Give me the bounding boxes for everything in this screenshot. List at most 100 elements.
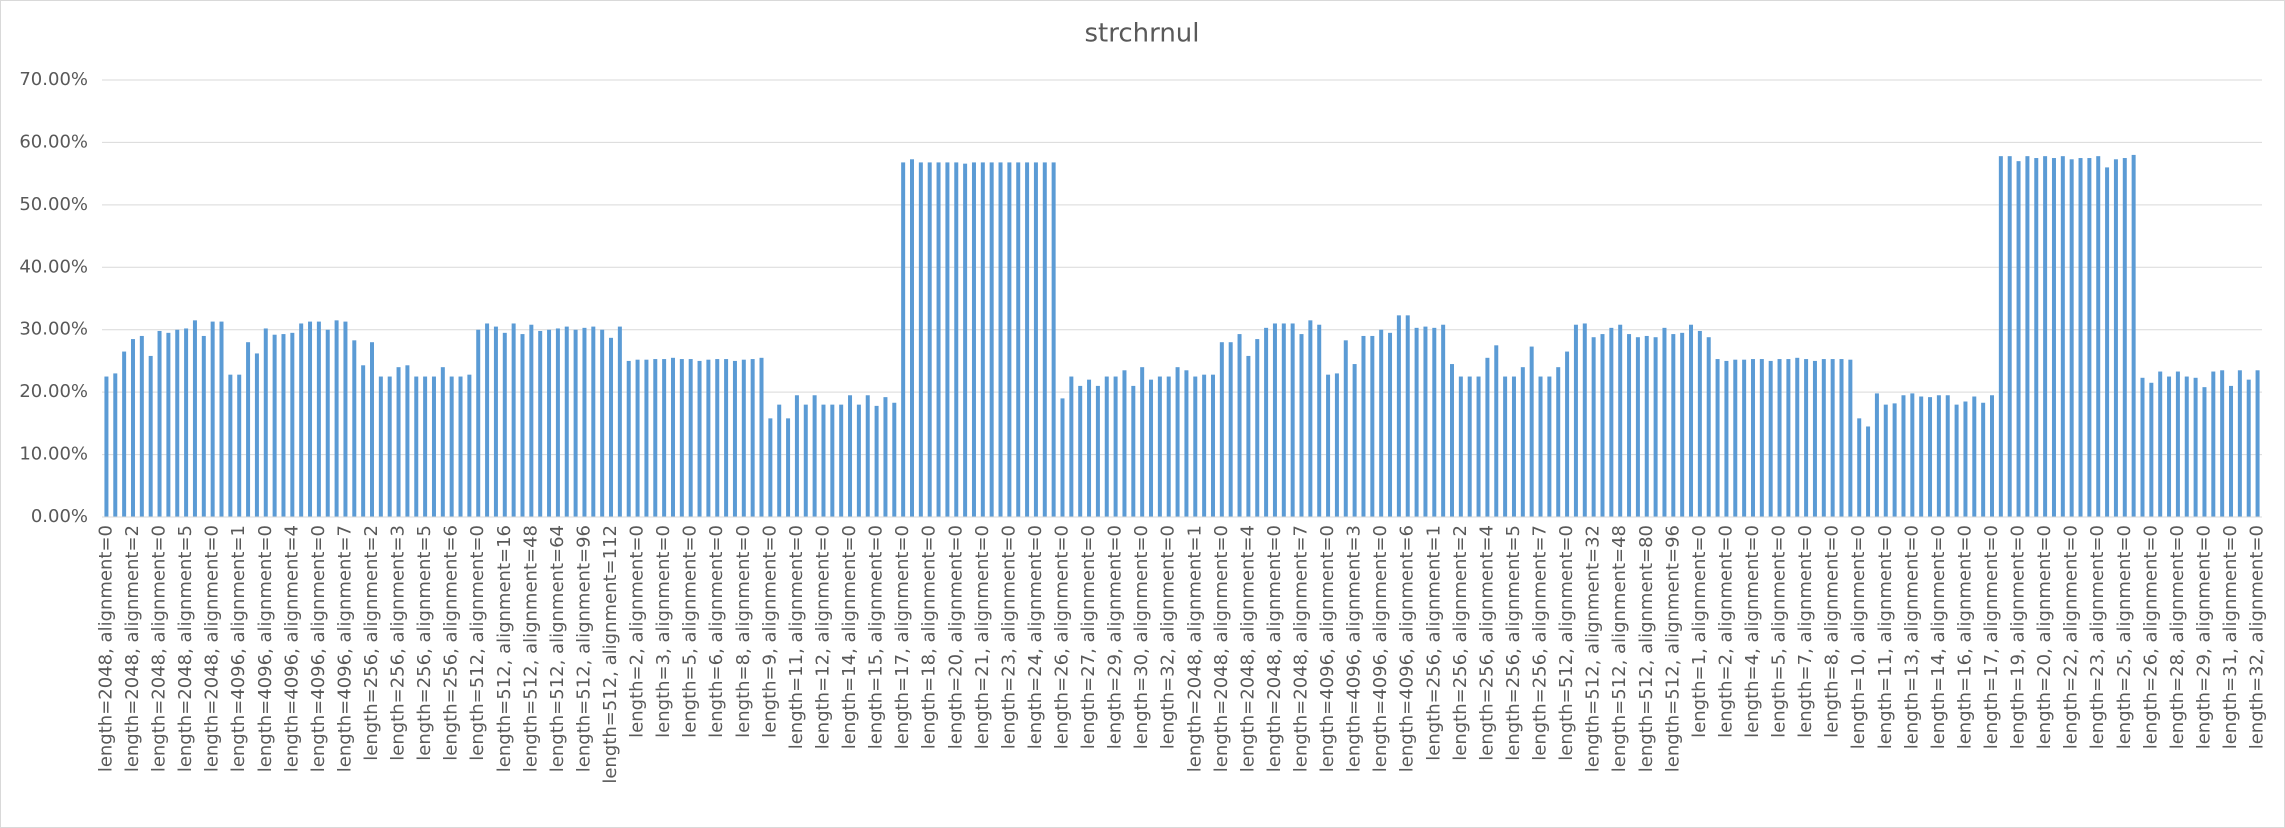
x-tick-label: length=4, alignment=0: [1742, 525, 1763, 738]
bar: [2105, 167, 2110, 517]
bar: [538, 330, 543, 517]
bar: [980, 162, 985, 518]
bar: [219, 321, 224, 517]
bar: [122, 351, 127, 517]
x-tick-label: length=14, alignment=0: [1928, 525, 1949, 749]
bar: [794, 395, 799, 517]
bar: [989, 162, 994, 518]
bar: [2220, 370, 2225, 517]
bar: [963, 163, 968, 517]
bar: [1644, 335, 1649, 517]
bar: [1547, 376, 1552, 517]
bar: [2025, 156, 2030, 518]
bar: [431, 376, 436, 517]
bar: [2175, 371, 2180, 517]
x-tick-label: length=12, alignment=0: [812, 525, 833, 749]
x-tick-label: length=5, alignment=0: [1769, 525, 1790, 738]
bar: [1361, 335, 1366, 517]
bar: [786, 418, 791, 517]
x-tick-label: length=26, alignment=0: [1051, 525, 1072, 749]
bar: [1113, 376, 1118, 517]
bar: [1202, 374, 1207, 517]
bar: [2043, 156, 2048, 518]
bar: [1963, 401, 1968, 517]
bar: [1724, 360, 1729, 517]
bar: [1928, 397, 1933, 517]
x-tick-label: length=5, alignment=0: [680, 525, 701, 738]
x-tick-label: length=25, alignment=0: [2114, 525, 2135, 749]
bar: [449, 376, 454, 517]
y-tick-label: 40.00%: [19, 256, 88, 277]
x-tick-label: length=4096, alignment=6: [1397, 525, 1418, 772]
x-tick-label: length=28, alignment=0: [2167, 525, 2188, 749]
bar: [1131, 385, 1136, 517]
bar: [1414, 327, 1419, 517]
y-tick-label: 70.00%: [19, 69, 88, 90]
bar: [316, 321, 321, 517]
bar: [635, 359, 640, 517]
x-tick-label: length=17, alignment=0: [892, 525, 913, 749]
bar: [1042, 162, 1047, 518]
x-tick-label: length=512, alignment=64: [547, 525, 568, 772]
bar: [1529, 346, 1534, 517]
bar: [644, 359, 649, 517]
bar: [617, 326, 622, 517]
bar: [1697, 330, 1702, 517]
bar: [1671, 334, 1676, 517]
bar: [2034, 158, 2039, 518]
bar: [2158, 371, 2163, 517]
x-tick-label: length=20, alignment=0: [2034, 525, 2055, 749]
x-tick-label: length=512, alignment=48: [1609, 525, 1630, 772]
bar: [1069, 376, 1074, 517]
x-tick-label: length=17, alignment=0: [1981, 525, 2002, 749]
bar: [2211, 371, 2216, 517]
bar: [1936, 395, 1941, 517]
x-tick-label: length=29, alignment=0: [2193, 525, 2214, 749]
x-tick-label: length=512, alignment=112: [600, 525, 621, 784]
bar: [865, 395, 870, 517]
bar: [945, 162, 950, 518]
bar: [1582, 323, 1587, 517]
x-tick-label: length=512, alignment=96: [573, 525, 594, 772]
bar: [502, 332, 507, 517]
bar: [1715, 359, 1720, 517]
y-tick-label: 20.00%: [19, 381, 88, 402]
x-tick-label: length=23, alignment=0: [998, 525, 1019, 749]
bar: [272, 334, 277, 517]
x-tick-label: length=2, alignment=0: [627, 525, 648, 738]
x-tick-label: length=4096, alignment=0: [255, 525, 276, 772]
bar: [414, 376, 419, 517]
x-tick-label: length=19, alignment=0: [2008, 525, 2029, 749]
bar: [113, 373, 118, 517]
x-tick-label: length=256, alignment=4: [1476, 525, 1497, 761]
bar: [1883, 404, 1888, 517]
bar: [1972, 396, 1977, 517]
bar: [1025, 162, 1030, 518]
bar: [777, 404, 782, 517]
bar: [1768, 360, 1773, 517]
bar: [1405, 315, 1410, 517]
bar: [901, 162, 906, 518]
bar: [1219, 342, 1224, 517]
x-tick-label: length=4096, alignment=4: [281, 525, 302, 772]
x-tick-label: length=32, alignment=0: [1158, 525, 1179, 749]
bar: [343, 321, 348, 517]
bar: [609, 337, 614, 517]
bar: [1901, 395, 1906, 517]
bar: [1777, 359, 1782, 517]
bar: [2007, 156, 2012, 518]
bar: [803, 404, 808, 517]
bar: [573, 329, 578, 517]
bar: [148, 355, 153, 517]
x-tick-label: length=11, alignment=0: [786, 525, 807, 749]
y-tick-label: 30.00%: [19, 319, 88, 340]
x-tick-label: length=26, alignment=0: [2140, 525, 2161, 749]
bar: [1352, 364, 1357, 517]
bar: [1742, 359, 1747, 517]
bar: [874, 405, 879, 517]
bar: [1981, 402, 1986, 517]
bar: [936, 162, 941, 518]
x-tick-label: length=2048, alignment=7: [1291, 525, 1312, 772]
x-tick-label: length=512, alignment=80: [1636, 525, 1657, 772]
bar: [1812, 360, 1817, 517]
